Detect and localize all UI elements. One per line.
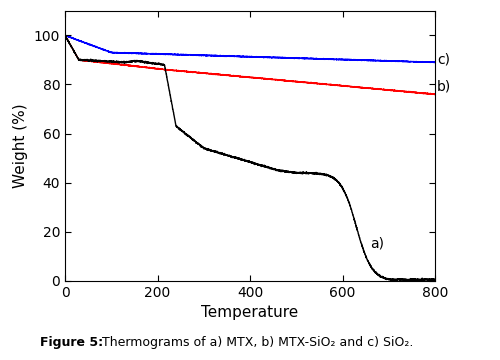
Text: c): c) [437, 53, 450, 67]
Text: Thermograms of a) MTX, b) MTX-SiO₂ and c) SiO₂.: Thermograms of a) MTX, b) MTX-SiO₂ and c… [98, 336, 413, 348]
Text: Figure 5:: Figure 5: [40, 336, 103, 348]
Text: b): b) [437, 80, 451, 94]
Text: a): a) [370, 237, 384, 251]
X-axis label: Temperature: Temperature [202, 305, 298, 320]
Y-axis label: Weight (%): Weight (%) [13, 103, 28, 188]
